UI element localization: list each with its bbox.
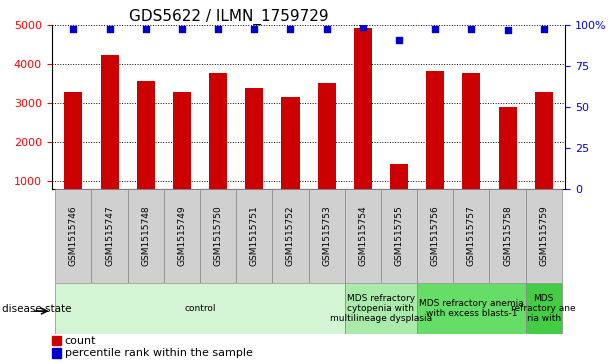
Text: GSM1515751: GSM1515751: [250, 205, 259, 266]
Bar: [317, 83, 336, 220]
Bar: [417, 189, 454, 283]
Bar: [200, 189, 236, 283]
Bar: [209, 73, 227, 220]
Point: [358, 24, 368, 30]
Bar: [236, 189, 272, 283]
Bar: [534, 91, 553, 220]
Text: MDS refractory
cytopenia with
multilineage dysplasia: MDS refractory cytopenia with multilinea…: [330, 294, 432, 323]
Text: GSM1515749: GSM1515749: [178, 205, 187, 266]
Text: count: count: [64, 335, 96, 346]
Text: GSM1515747: GSM1515747: [105, 205, 114, 266]
Bar: [462, 73, 480, 220]
Bar: [499, 107, 517, 220]
Bar: [55, 283, 345, 334]
Bar: [137, 81, 155, 220]
Bar: [52, 348, 61, 358]
Text: GDS5622 / ILMN_1759729: GDS5622 / ILMN_1759729: [129, 9, 328, 25]
Point: [466, 26, 476, 32]
Point: [322, 26, 331, 32]
Text: GSM1515756: GSM1515756: [430, 205, 440, 266]
Text: percentile rank within the sample: percentile rank within the sample: [64, 348, 252, 358]
Bar: [489, 189, 526, 283]
Bar: [245, 87, 263, 220]
Text: GSM1515753: GSM1515753: [322, 205, 331, 266]
Point: [539, 26, 548, 32]
Bar: [454, 189, 489, 283]
Point: [105, 26, 114, 32]
Bar: [426, 71, 444, 220]
Bar: [526, 283, 562, 334]
Point: [141, 26, 151, 32]
Point: [394, 37, 404, 43]
Bar: [282, 97, 300, 220]
Bar: [100, 54, 119, 220]
Bar: [52, 336, 61, 346]
Bar: [164, 189, 200, 283]
Text: control: control: [184, 304, 216, 313]
Bar: [91, 189, 128, 283]
Bar: [526, 189, 562, 283]
Bar: [417, 283, 526, 334]
Bar: [345, 189, 381, 283]
Bar: [64, 91, 83, 220]
Text: MDS refractory anemia
with excess blasts-1: MDS refractory anemia with excess blasts…: [419, 299, 523, 318]
Point: [177, 26, 187, 32]
Bar: [345, 283, 417, 334]
Text: GSM1515748: GSM1515748: [141, 205, 150, 266]
Text: GSM1515757: GSM1515757: [467, 205, 476, 266]
Point: [430, 26, 440, 32]
Text: disease state: disease state: [2, 303, 71, 314]
Text: GSM1515754: GSM1515754: [358, 205, 367, 266]
Point: [213, 26, 223, 32]
Text: GSM1515750: GSM1515750: [213, 205, 223, 266]
Bar: [173, 91, 191, 220]
Bar: [381, 189, 417, 283]
Bar: [128, 189, 164, 283]
Bar: [308, 189, 345, 283]
Text: MDS
refractory ane
ria with: MDS refractory ane ria with: [511, 294, 576, 323]
Text: GSM1515752: GSM1515752: [286, 205, 295, 266]
Text: GSM1515746: GSM1515746: [69, 205, 78, 266]
Point: [503, 27, 513, 33]
Bar: [55, 189, 91, 283]
Text: GSM1515758: GSM1515758: [503, 205, 512, 266]
Text: GSM1515759: GSM1515759: [539, 205, 548, 266]
Point: [249, 26, 259, 32]
Text: GSM1515755: GSM1515755: [395, 205, 404, 266]
Point: [286, 26, 295, 32]
Bar: [272, 189, 308, 283]
Point: [69, 26, 78, 32]
Bar: [390, 164, 408, 220]
Bar: [354, 28, 372, 220]
